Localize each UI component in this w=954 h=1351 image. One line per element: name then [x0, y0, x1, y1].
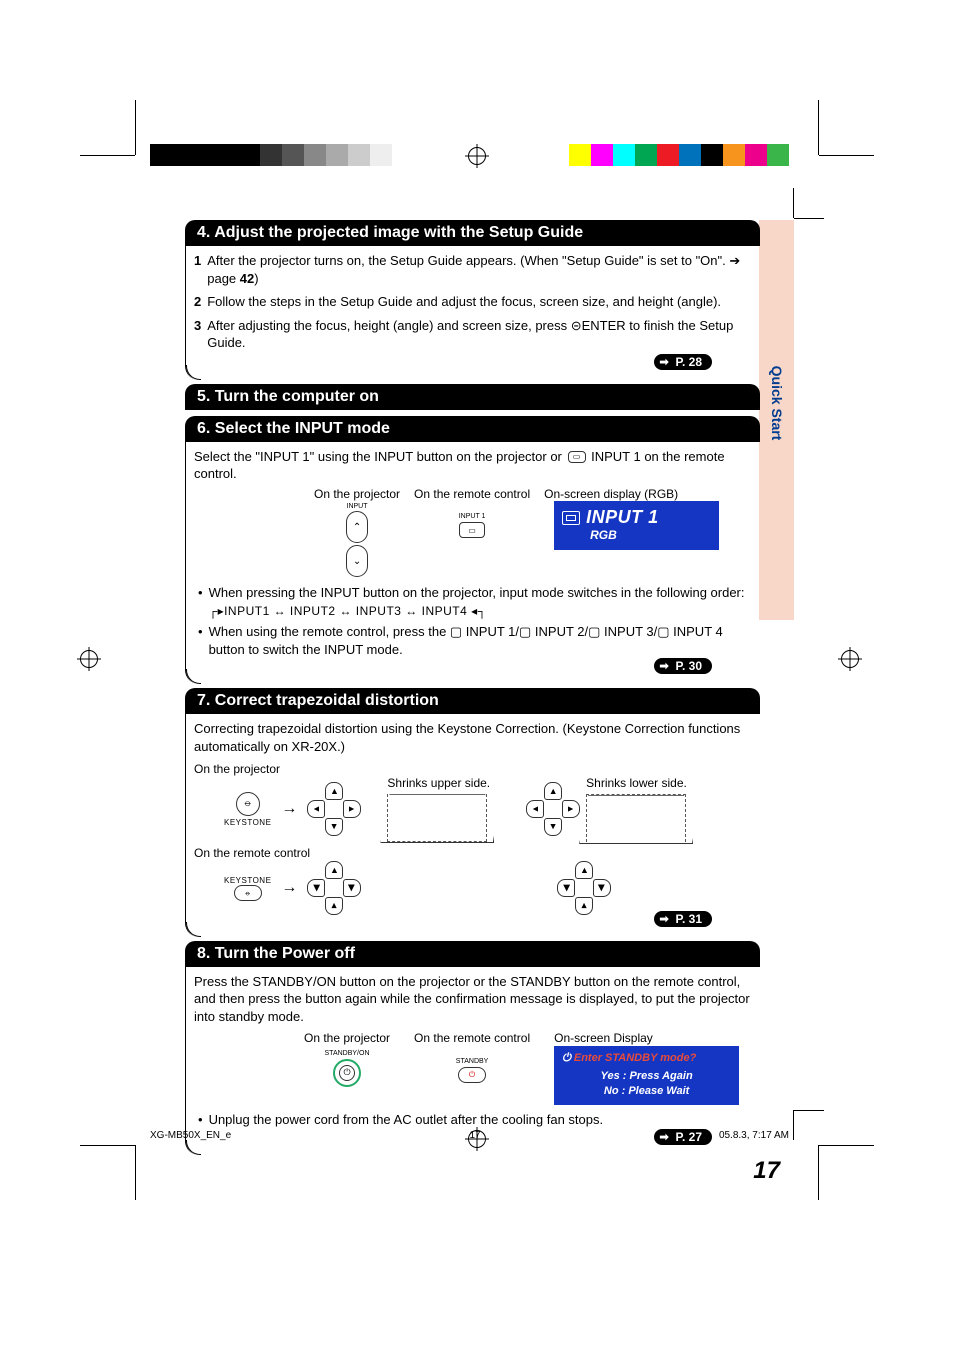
- display-icon: [562, 511, 580, 525]
- osd-label: On-screen Display: [554, 1031, 739, 1045]
- step-number: 3: [194, 317, 201, 352]
- dpad-icon: ▲▼◀▶: [557, 861, 611, 915]
- page-content: 4. Adjust the projected image with the S…: [150, 220, 790, 1159]
- step-row: 2 Follow the steps in the Setup Guide an…: [194, 293, 752, 311]
- shrinks-upper-label: Shrinks upper side.: [387, 776, 490, 790]
- osd-column: On-screen Display ⏻ Enter STANDBY mode? …: [554, 1031, 739, 1105]
- section-8-body: Press the STANDBY/ON button on the proje…: [185, 967, 760, 1155]
- on-projector-label: On the projector: [194, 762, 752, 776]
- remote-input1-icon: ▭: [459, 522, 485, 538]
- section-8-intro: Press the STANDBY/ON button on the proje…: [194, 973, 752, 1026]
- step-row: 1 After the projector turns on, the Setu…: [194, 252, 752, 287]
- section-6-header: 6. Select the INPUT mode: [185, 416, 760, 442]
- registration-mark-icon: [841, 650, 859, 668]
- registration-mark-icon: [80, 650, 98, 668]
- section-5-header: 5. Turn the computer on: [185, 384, 760, 410]
- trapezoid-upper-icon: [387, 794, 487, 842]
- section-7-intro: Correcting trapezoidal distortion using …: [194, 720, 752, 755]
- bullet-row: • When using the remote control, press t…: [194, 623, 752, 658]
- crop-mark: [819, 155, 874, 156]
- on-remote-label: On the remote control: [194, 846, 752, 860]
- colorbar-left: [150, 144, 392, 166]
- input1-icon: ▭: [568, 451, 586, 463]
- crop-mark: [819, 1145, 874, 1146]
- on-projector-label: On the projector: [304, 1031, 390, 1045]
- crop-mark: [818, 100, 819, 155]
- colorbar-right: [569, 144, 789, 166]
- step-text: After the projector turns on, the Setup …: [207, 252, 752, 287]
- on-remote-label: On the remote control: [414, 487, 530, 501]
- step-text: Follow the steps in the Setup Guide and …: [207, 293, 721, 311]
- footer-doc: XG-MB50X_EN_e: [150, 1130, 231, 1141]
- crop-mark: [793, 1110, 794, 1140]
- section-6-body: Select the "INPUT 1" using the INPUT but…: [185, 442, 760, 685]
- trapezoid-lower-icon: [586, 794, 686, 842]
- registration-mark-icon: [468, 147, 486, 165]
- section-7-header: 7. Correct trapezoidal distortion: [185, 688, 760, 714]
- page-ref-badge: P. 28: [654, 354, 712, 370]
- section-4-header: 4. Adjust the projected image with the S…: [185, 220, 760, 246]
- step-number: 2: [194, 293, 201, 311]
- standby-remote-icon: ⏻: [458, 1067, 486, 1083]
- osd-standby-display: ⏻ Enter STANDBY mode? Yes : Press Again …: [554, 1046, 739, 1106]
- crop-mark: [80, 1145, 135, 1146]
- bullet-row: • When pressing the INPUT button on the …: [194, 584, 752, 619]
- step-number: 1: [194, 252, 201, 287]
- dpad-icon: ▲▼◀▶: [307, 861, 361, 915]
- keystone-button-icon: ⦵: [236, 792, 260, 816]
- page-number: 17: [753, 1157, 780, 1185]
- footer-page: 17: [469, 1130, 480, 1141]
- arrow-icon: →: [281, 879, 297, 897]
- on-remote-column: On the remote control STANDBY ⏻: [414, 1031, 530, 1082]
- dpad-icon: ▲▲▲▲: [307, 782, 361, 836]
- arrow-icon: →: [281, 800, 297, 818]
- on-remote-column: On the remote control INPUT 1 ▭: [414, 487, 530, 538]
- crop-mark: [793, 188, 794, 218]
- crop-mark: [135, 100, 136, 155]
- step-row: 3 After adjusting the focus, height (ang…: [194, 317, 752, 352]
- on-projector-label: On the projector: [314, 487, 400, 501]
- footer: XG-MB50X_EN_e 17 05.8.3, 7:17 AM: [150, 1130, 789, 1141]
- osd-input-display: INPUT 1 RGB: [554, 501, 719, 550]
- osd-column: On-screen display (RGB) INPUT 1 RGB: [544, 487, 719, 550]
- osd-label: On-screen display (RGB): [544, 487, 719, 501]
- page-ref-badge: P. 30: [654, 658, 712, 674]
- crop-mark: [135, 1145, 136, 1200]
- crop-mark: [80, 155, 135, 156]
- step-text: After adjusting the focus, height (angle…: [207, 317, 752, 352]
- section-6-intro: Select the "INPUT 1" using the INPUT but…: [194, 448, 752, 483]
- section-4-body: 1 After the projector turns on, the Setu…: [185, 246, 760, 380]
- shrinks-lower-label: Shrinks lower side.: [586, 776, 687, 790]
- page-ref-badge: P. 31: [654, 911, 712, 927]
- on-remote-label: On the remote control: [414, 1031, 530, 1045]
- projector-input-down-icon: ⌄: [346, 545, 368, 577]
- input-order-diagram: ┌▸INPUT1 ↔ INPUT2 ↔ INPUT3 ↔ INPUT4 ◂┐: [209, 604, 487, 618]
- bullet-row: • Unplug the power cord from the AC outl…: [194, 1111, 752, 1129]
- keystone-remote-icon: ⦵: [234, 885, 262, 901]
- projector-input-up-icon: ⌃: [346, 511, 368, 543]
- crop-mark: [794, 218, 824, 219]
- section-7-body: Correcting trapezoidal distortion using …: [185, 714, 760, 936]
- section-8-header: 8. Turn the Power off: [185, 941, 760, 967]
- footer-timestamp: 05.8.3, 7:17 AM: [719, 1130, 789, 1141]
- dpad-icon: ▲▲▲▲: [526, 782, 580, 836]
- on-projector-column: On the projector STANDBY/ON ⏻: [304, 1031, 390, 1086]
- on-projector-column: On the projector INPUT ⌃ ⌄: [314, 487, 400, 578]
- crop-mark: [794, 1110, 824, 1111]
- standby-on-button-icon: ⏻: [333, 1059, 361, 1087]
- crop-mark: [818, 1145, 819, 1200]
